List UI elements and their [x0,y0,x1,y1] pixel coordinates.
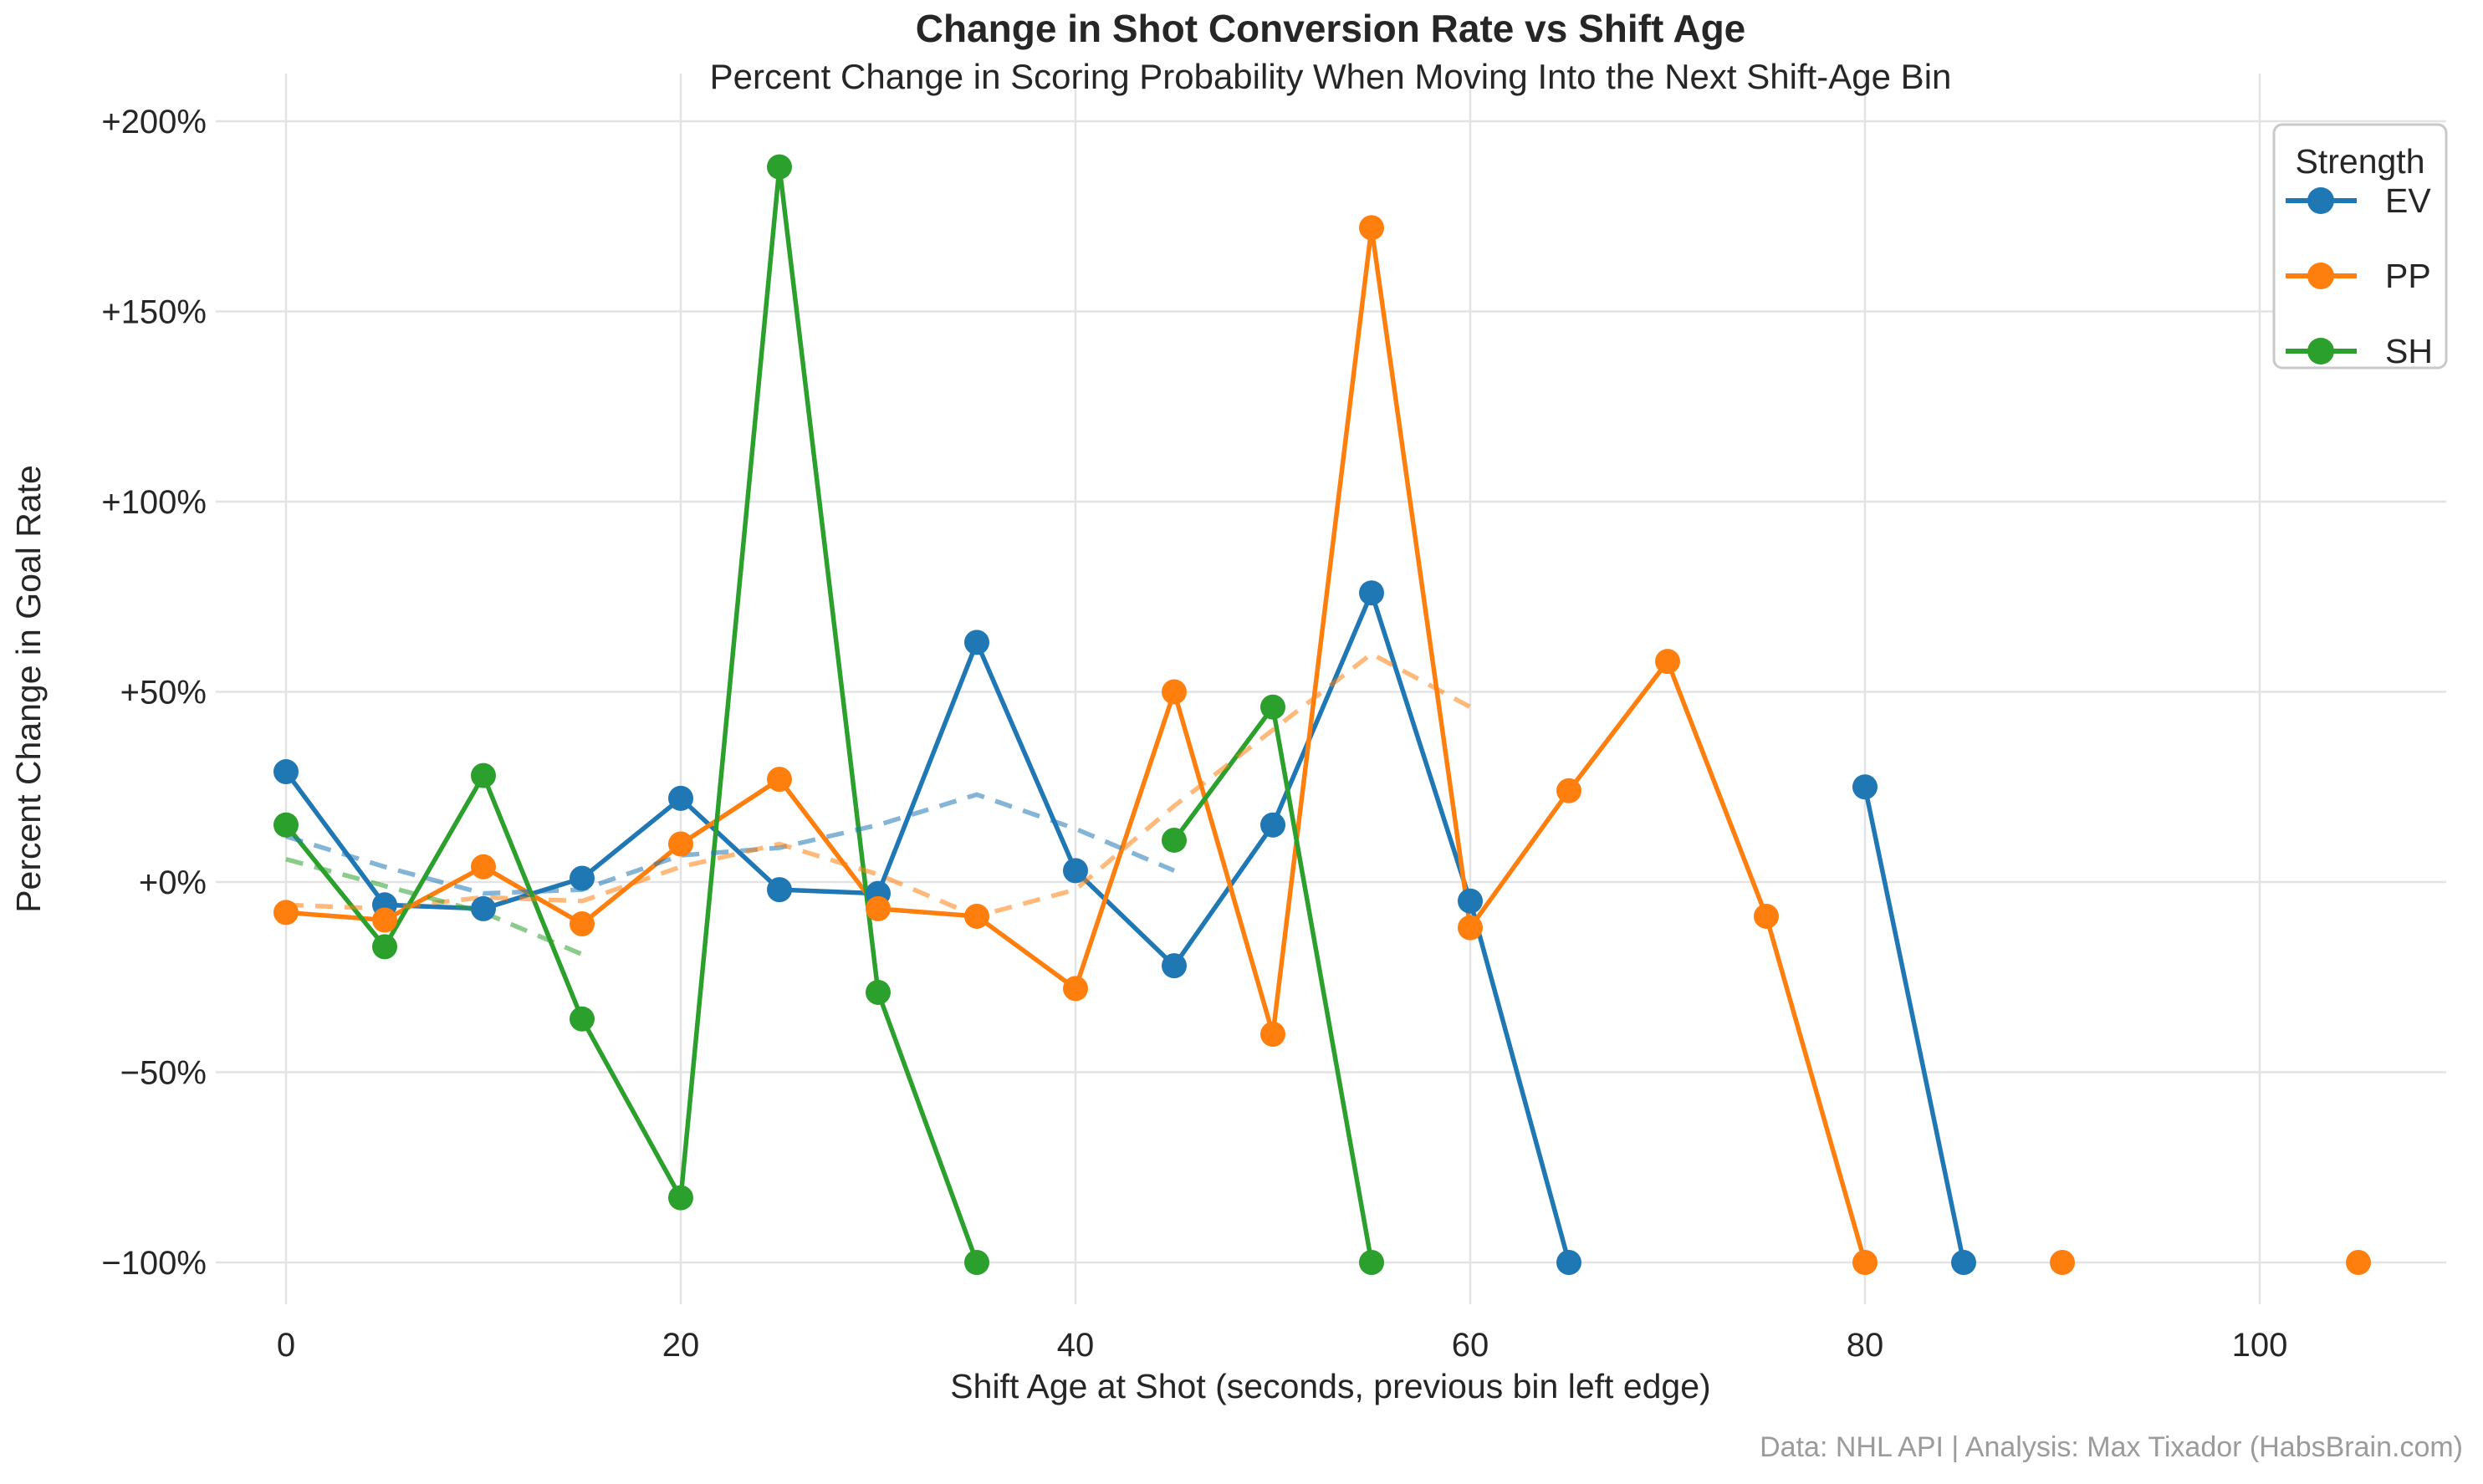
data-point-PP [1063,976,1088,1002]
data-point-EV [1359,580,1384,606]
trend-line-SH [285,857,584,956]
data-point-PP [1359,215,1384,241]
series-line-SH [284,164,979,1265]
marker-layer [273,154,2371,1275]
data-point-PP [767,767,792,793]
data-point-SH [767,154,792,180]
data-point-PP [668,831,693,857]
data-point-PP [1655,649,1680,675]
legend-box [2272,123,2448,370]
data-point-PP [1260,1022,1285,1047]
legend-marker-swatch [2307,187,2334,214]
data-point-PP [1556,778,1581,803]
data-point-PP [964,903,989,929]
data-point-SH [471,762,496,788]
data-point-EV [1556,1250,1581,1275]
data-point-PP [1162,679,1187,705]
data-point-EV [1162,953,1187,979]
series-layer [284,164,1966,1265]
chart-subtitle: Percent Change in Scoring Probability Wh… [710,57,1952,96]
data-point-SH [570,1006,595,1032]
legend-entry-PP: PP [2286,257,2431,295]
legend-entry-label: EV [2385,181,2431,220]
legend-marker-swatch [2307,338,2334,365]
data-point-SH [1260,694,1285,720]
y-tick-label: +0% [139,864,207,901]
data-point-PP [1458,915,1483,941]
x-tick-label: 40 [1057,1327,1095,1364]
legend-marker-swatch [2307,263,2334,289]
data-point-EV [1458,888,1483,914]
x-tick-label: 100 [2232,1327,2288,1364]
trend-line-EV [285,792,1176,896]
chart-title: Change in Shot Conversion Rate vs Shift … [916,7,1746,50]
y-tick-label: +200% [101,104,207,140]
data-point-SH [668,1185,693,1211]
data-point-SH [866,979,891,1005]
data-point-PP [866,895,891,921]
trend-layer [285,650,1472,956]
data-point-SH [1162,827,1187,853]
data-point-EV [767,877,792,903]
legend-entries: EV PP SH [2286,181,2433,370]
series-line-EV [284,590,1571,1265]
y-tick-label: −50% [120,1055,207,1092]
tick-label-layer: 0 20 40 60 80 100 +200% +150% +100% +50% +0% −50% −1… [101,104,2287,1364]
data-point-SH [372,934,397,960]
y-tick-label: +150% [101,294,207,331]
data-point-PP [570,911,595,937]
x-tick-label: 60 [1452,1327,1489,1364]
data-point-PP [2050,1250,2075,1275]
x-tick-label: 80 [1847,1327,1884,1364]
trend-line-PP [285,650,1472,919]
legend: Strength EV PP SH [2272,123,2448,370]
data-point-EV [273,759,299,785]
data-point-PP [1852,1250,1878,1275]
data-point-PP [471,854,496,880]
x-tick-label: 0 [277,1327,295,1364]
data-point-EV [668,785,693,811]
legend-entry-label: PP [2385,257,2431,295]
legend-entry-SH: SH [2286,332,2433,370]
data-point-PP [273,900,299,926]
data-point-EV [1852,774,1878,800]
footer-credit: Data: NHL API | Analysis: Max Tixador (H… [1760,1431,2463,1463]
data-point-PP [1754,903,1779,929]
data-point-EV [1951,1250,1976,1275]
data-point-PP [372,907,397,933]
legend-title: Strength [2296,142,2425,181]
y-tick-label: +100% [101,484,207,521]
data-point-EV [964,630,989,655]
data-point-EV [570,865,595,891]
x-axis-label: Shift Age at Shot (seconds, previous bin… [950,1367,1710,1405]
legend-entry-EV: EV [2286,181,2431,220]
data-point-SH [964,1250,989,1275]
data-point-EV [1260,812,1285,838]
y-axis-label: Percent Change in Goal Rate [9,465,48,913]
y-tick-label: −100% [101,1245,207,1282]
data-point-EV [1063,858,1088,884]
x-tick-label: 20 [662,1327,700,1364]
data-point-SH [273,812,299,838]
data-point-PP [2346,1250,2371,1275]
legend-entry-label: SH [2385,332,2433,370]
y-tick-label: +50% [120,675,207,711]
series-line-EV [1862,784,1966,1265]
data-point-SH [1359,1250,1384,1275]
data-point-EV [471,895,496,921]
